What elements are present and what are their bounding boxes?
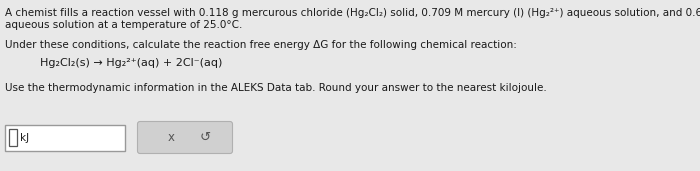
Text: aqueous solution at a temperature of 25.0°C.: aqueous solution at a temperature of 25.…	[5, 20, 242, 30]
Text: Hg₂Cl₂(s) → Hg₂²⁺(aq) + 2Cl⁻(aq): Hg₂Cl₂(s) → Hg₂²⁺(aq) + 2Cl⁻(aq)	[40, 58, 223, 68]
Text: Use the thermodynamic information in the ALEKS Data tab. Round your answer to th: Use the thermodynamic information in the…	[5, 83, 547, 93]
FancyBboxPatch shape	[137, 122, 232, 154]
Text: A chemist fills a reaction vessel with 0.118 g mercurous chloride (Hg₂Cl₂) solid: A chemist fills a reaction vessel with 0…	[5, 8, 700, 18]
Text: x: x	[168, 131, 175, 144]
FancyBboxPatch shape	[5, 125, 125, 151]
FancyBboxPatch shape	[9, 129, 17, 146]
Text: ↺: ↺	[199, 131, 211, 144]
Text: Under these conditions, calculate the reaction free energy ΔG for the following : Under these conditions, calculate the re…	[5, 40, 517, 50]
Text: kJ: kJ	[20, 133, 29, 143]
